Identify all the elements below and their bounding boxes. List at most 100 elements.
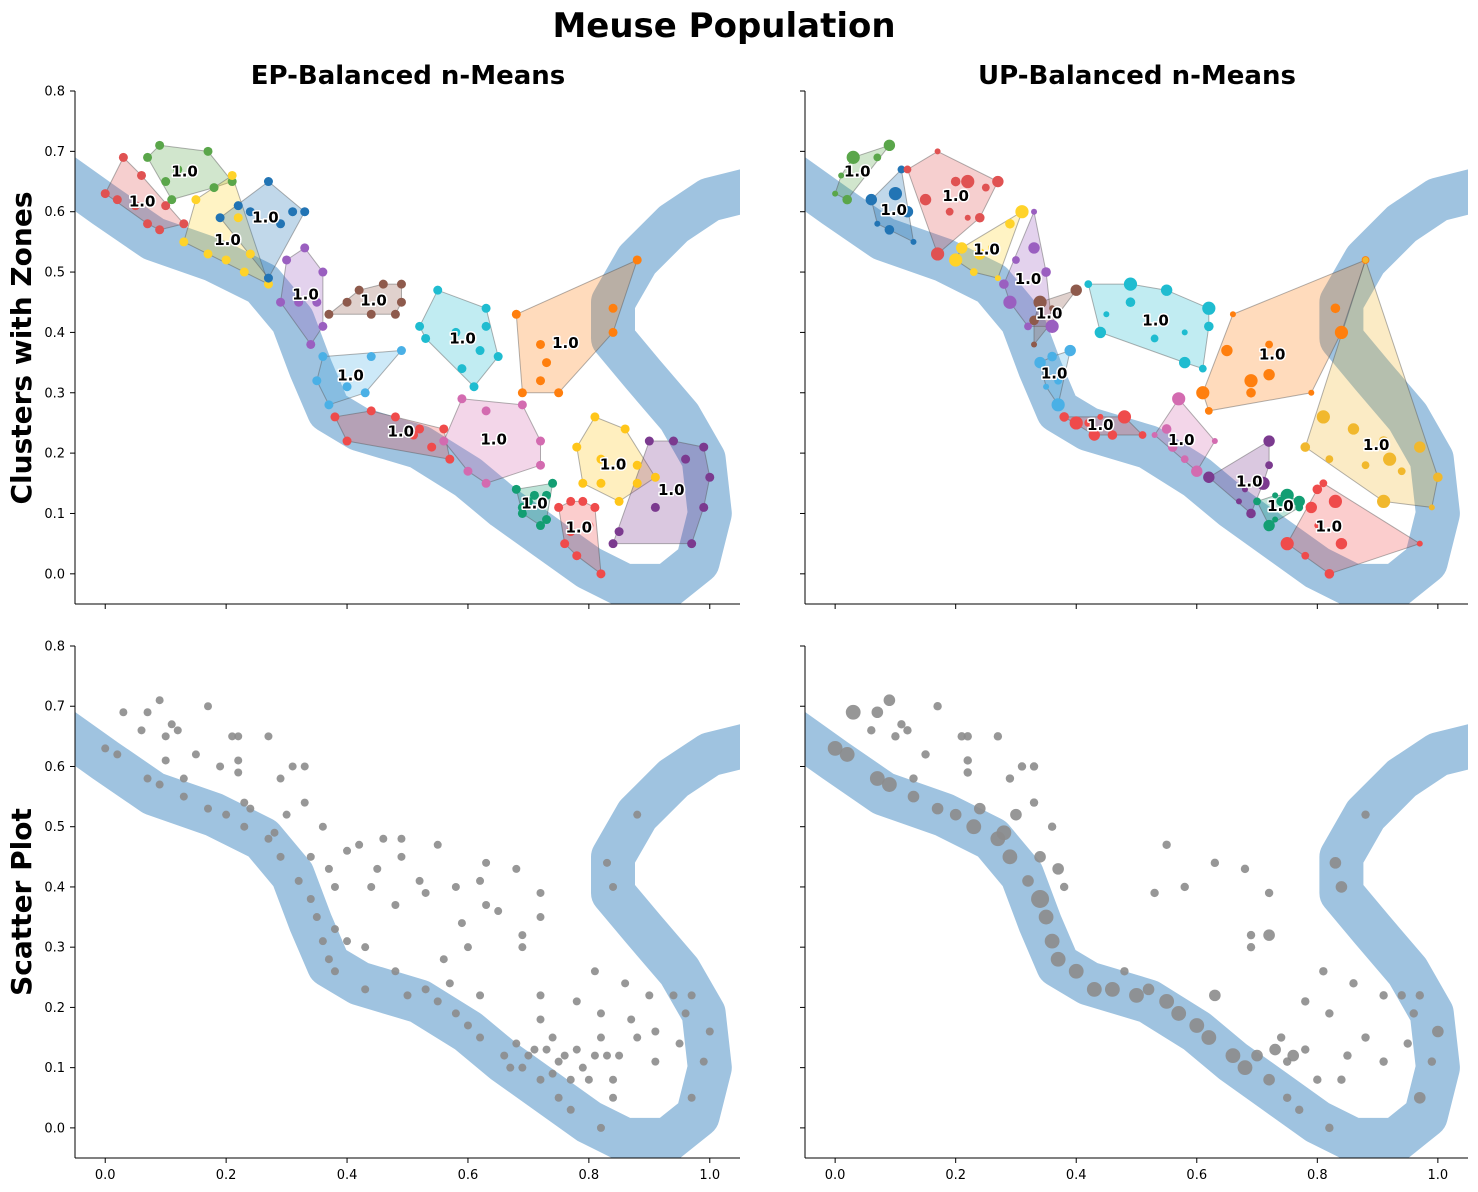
cluster-point bbox=[439, 437, 448, 446]
cluster-point bbox=[155, 141, 164, 150]
cluster-point bbox=[1272, 517, 1278, 523]
scatter-point bbox=[289, 762, 297, 770]
scatter-point bbox=[222, 811, 230, 819]
scatter-point bbox=[530, 1046, 538, 1054]
cluster-point bbox=[1253, 498, 1261, 506]
cluster-label: 1.0 bbox=[449, 329, 476, 347]
cluster-point bbox=[1236, 498, 1242, 504]
scatter-point bbox=[882, 777, 897, 792]
cluster-point bbox=[1263, 435, 1274, 446]
scatter-point bbox=[1034, 851, 1046, 863]
cluster-point bbox=[367, 352, 376, 361]
cluster-label: 1.0 bbox=[1041, 365, 1068, 383]
cluster-point bbox=[433, 286, 442, 295]
cluster-point bbox=[609, 328, 618, 337]
scatter-point bbox=[633, 1034, 641, 1042]
scatter-point bbox=[1361, 810, 1369, 818]
scatter-point bbox=[555, 1094, 563, 1102]
scatter-point bbox=[373, 865, 381, 873]
cluster-point bbox=[167, 195, 176, 204]
cluster-point bbox=[1203, 472, 1214, 483]
scatter-point bbox=[1349, 979, 1357, 987]
scatter-point bbox=[1018, 762, 1026, 770]
cluster-point bbox=[1383, 453, 1396, 466]
cluster-point bbox=[999, 279, 1009, 289]
y-tick-label: 0.6 bbox=[44, 205, 65, 220]
scatter-point bbox=[633, 811, 641, 819]
scatter-point bbox=[518, 1064, 526, 1072]
scatter-point bbox=[301, 799, 309, 807]
scatter-point bbox=[609, 883, 617, 891]
cluster-point bbox=[609, 539, 618, 548]
scatter-point bbox=[615, 1052, 623, 1060]
cluster-point bbox=[590, 412, 599, 421]
scatter-point bbox=[361, 985, 369, 993]
scatter-point bbox=[391, 967, 399, 975]
plot-area bbox=[63, 696, 758, 1140]
scatter-point bbox=[1150, 889, 1158, 897]
cluster-point bbox=[1398, 467, 1406, 475]
cluster-point bbox=[910, 239, 916, 245]
scatter-point bbox=[909, 774, 917, 782]
scatter-point bbox=[367, 883, 375, 891]
cluster-point bbox=[397, 298, 406, 307]
cluster-label: 1.0 bbox=[1168, 431, 1195, 449]
scatter-point bbox=[846, 705, 861, 720]
cluster-point bbox=[1377, 495, 1390, 508]
scatter-point bbox=[1336, 881, 1348, 893]
scatter-point bbox=[325, 865, 333, 873]
cluster-point bbox=[1103, 311, 1109, 317]
cluster-point bbox=[1348, 423, 1359, 434]
cluster-point bbox=[1246, 509, 1256, 519]
x-tick-label: 0.2 bbox=[945, 1168, 966, 1183]
cluster-point bbox=[536, 376, 545, 385]
cluster-point bbox=[1325, 455, 1333, 463]
cluster-point bbox=[1204, 322, 1214, 332]
cluster-point bbox=[246, 249, 255, 258]
cluster-point bbox=[300, 243, 309, 252]
scatter-point bbox=[307, 853, 315, 861]
cluster-point bbox=[904, 166, 912, 174]
cluster-point bbox=[832, 191, 838, 197]
cluster-point bbox=[651, 503, 660, 512]
scatter-point bbox=[1410, 1009, 1418, 1017]
cluster-point bbox=[1335, 326, 1348, 339]
cluster-point bbox=[554, 503, 563, 512]
cluster-point bbox=[965, 215, 971, 221]
cluster-point bbox=[439, 424, 448, 433]
scatter-point bbox=[682, 1009, 690, 1017]
scatter-point bbox=[452, 883, 460, 891]
scatter-point bbox=[1295, 1106, 1303, 1114]
cluster-point bbox=[1199, 365, 1207, 373]
scatter-point bbox=[482, 901, 490, 909]
scatter-point bbox=[921, 750, 929, 758]
x-tick-label: 0.8 bbox=[1307, 1168, 1328, 1183]
y-tick-label: 0.1 bbox=[44, 1061, 65, 1076]
scatter-point bbox=[1052, 863, 1064, 875]
scatter-point bbox=[379, 835, 387, 843]
scatter-point bbox=[549, 1034, 557, 1042]
scatter-point bbox=[908, 791, 920, 803]
cluster-point bbox=[687, 539, 696, 548]
scatter-point bbox=[1105, 982, 1120, 997]
scatter-point bbox=[113, 750, 121, 758]
scatter-point bbox=[277, 775, 285, 783]
scatter-point bbox=[1330, 857, 1342, 869]
scatter-point bbox=[964, 768, 972, 776]
cluster-point bbox=[1417, 541, 1423, 547]
cluster-point bbox=[234, 201, 243, 210]
cluster-point bbox=[179, 219, 188, 228]
cluster-point bbox=[885, 225, 895, 235]
scatter-point bbox=[1416, 991, 1424, 999]
cluster-point bbox=[512, 310, 521, 319]
cluster-point bbox=[1301, 552, 1309, 560]
cluster-label: 1.0 bbox=[1315, 518, 1342, 536]
y-tick-label: 0.4 bbox=[44, 326, 65, 341]
cluster-point bbox=[633, 255, 642, 264]
cluster-label: 1.0 bbox=[129, 193, 156, 211]
cluster-point bbox=[143, 153, 152, 162]
cluster-label: 1.0 bbox=[337, 367, 364, 385]
cluster-point bbox=[343, 298, 352, 307]
cluster-point bbox=[367, 406, 376, 415]
plot-area bbox=[63, 141, 758, 586]
